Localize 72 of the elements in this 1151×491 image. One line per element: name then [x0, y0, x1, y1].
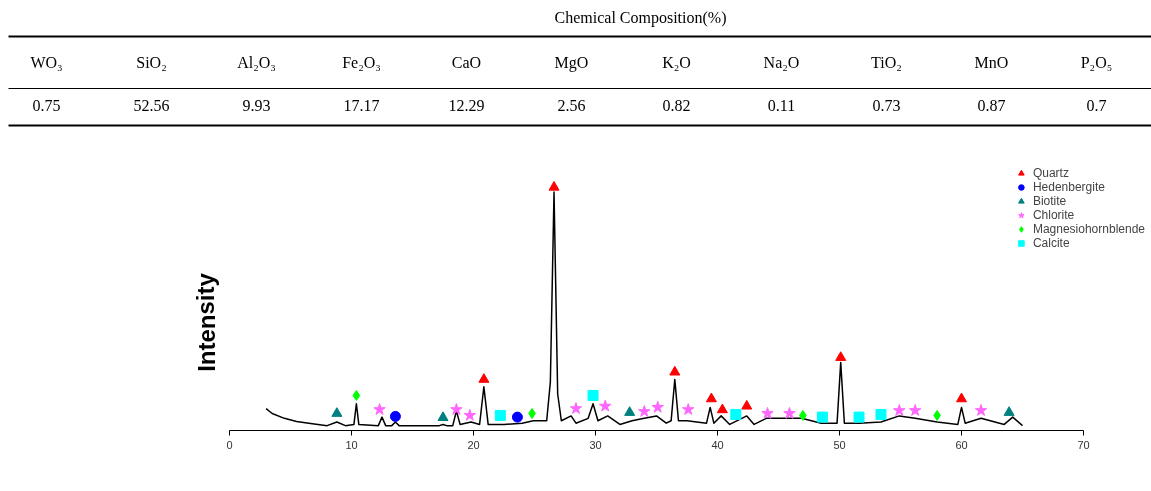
point [816, 411, 828, 423]
legend-label: Hedenbergite [1032, 180, 1105, 194]
x-tick-label: 0 [226, 438, 233, 451]
point [389, 410, 401, 422]
legend-label: Calcite [1032, 236, 1070, 250]
legend-label: Quartz [1032, 166, 1069, 180]
point [853, 411, 865, 423]
point [783, 406, 796, 419]
category-label: Al₂O₃ [237, 54, 276, 71]
x-tick-label: 20 [467, 438, 480, 451]
point [974, 404, 988, 416]
point [548, 180, 560, 191]
category-label: P₂O₅ [1080, 54, 1113, 71]
legend-label: Chlorite [1032, 208, 1075, 222]
data-label: 52.56 [133, 97, 170, 114]
point [478, 373, 490, 383]
point [730, 408, 742, 420]
x-tick-label: 10 [345, 438, 358, 451]
category-label: K₂O [662, 54, 691, 71]
category-label: SiO₂ [136, 54, 167, 71]
data-label: 0.11 [767, 97, 796, 114]
point [875, 408, 887, 420]
data-label: 2.56 [557, 97, 586, 114]
point [1003, 406, 1015, 416]
point [651, 400, 664, 413]
data-label: 0.82 [662, 97, 691, 114]
point [835, 351, 847, 361]
category-label: WO₃ [30, 54, 63, 71]
point [956, 392, 967, 403]
point [761, 406, 774, 419]
x-tick-label: 40 [711, 438, 724, 451]
point [893, 404, 906, 416]
data-label: 0.75 [32, 97, 61, 114]
y-axis-title: Intensity [192, 272, 220, 372]
category-label: MgO [554, 54, 589, 72]
point [494, 409, 506, 421]
category-label: MnO [974, 54, 1009, 71]
x-tick-label: 30 [589, 438, 602, 451]
data-label: 17.17 [343, 97, 380, 114]
point [669, 365, 681, 376]
point [716, 403, 728, 414]
point [705, 392, 717, 403]
category-label: Na₂O [763, 54, 800, 71]
data-label: 12.29 [448, 97, 485, 114]
point [908, 404, 922, 416]
category-label: CaO [451, 54, 482, 71]
point [587, 389, 599, 401]
point [569, 402, 583, 414]
x-tick-label: 50 [833, 438, 846, 451]
point [682, 403, 695, 415]
text: Chemical Composition(%) [554, 9, 727, 27]
category-label: TiO₂ [871, 54, 902, 71]
point [599, 399, 612, 412]
point [511, 411, 523, 423]
point [352, 389, 361, 401]
data-label: 9.93 [242, 97, 271, 114]
point [463, 408, 477, 421]
x-tick-label: 70 [1077, 438, 1090, 451]
legend-label: Magnesiohornblende [1032, 222, 1145, 236]
point [741, 399, 753, 410]
data-label: 0.7 [1086, 97, 1107, 114]
point [638, 405, 651, 417]
x-tick-label: 60 [955, 438, 968, 451]
point [331, 407, 343, 417]
point [450, 403, 463, 415]
point [373, 403, 386, 415]
category-label: Fe₂O₃ [342, 54, 381, 71]
legend-label: Biotite [1032, 194, 1067, 208]
point [624, 406, 636, 416]
data-label: 0.73 [872, 97, 901, 114]
point [437, 411, 449, 421]
data-label: 0.87 [977, 97, 1006, 114]
